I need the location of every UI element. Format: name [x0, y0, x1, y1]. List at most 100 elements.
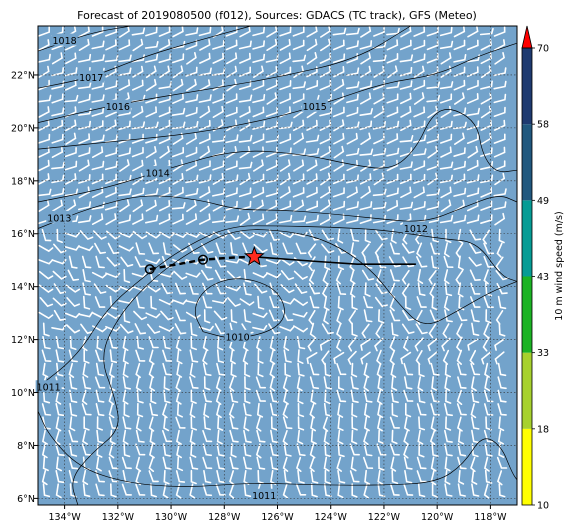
wind-barb — [95, 456, 102, 472]
longitude-ticks: 134°W 132°W 130°W 128°W 126°W 124°W 122°W 120°W… — [48, 505, 507, 523]
wind-barb — [426, 39, 439, 51]
wind-barb — [190, 335, 197, 351]
wind-barb — [123, 443, 131, 458]
wind-barb — [68, 470, 78, 483]
wind-barb — [466, 174, 480, 184]
wind-barb — [332, 39, 345, 51]
wind-barb — [347, 350, 357, 365]
wind-barb — [161, 283, 173, 295]
wind-barb — [391, 322, 399, 337]
wind-barb — [118, 120, 131, 131]
wind-barb — [77, 81, 92, 90]
wind-barb — [442, 323, 450, 339]
wind-barb — [480, 351, 492, 365]
lon-tick-label: 124°W — [315, 512, 348, 523]
wind-barb — [480, 214, 493, 224]
wind-barb — [400, 351, 412, 365]
wind-barb — [471, 483, 480, 497]
wind-barb — [337, 295, 344, 311]
wind-barb — [266, 92, 278, 105]
wind-barb — [457, 483, 466, 497]
wind-barb — [497, 376, 507, 390]
wind-barb — [297, 429, 304, 445]
wind-barb — [243, 268, 252, 283]
wind-barb — [483, 483, 490, 499]
wind-barb — [64, 94, 79, 103]
wind-barb — [484, 403, 494, 416]
wind-barb — [471, 469, 478, 485]
wind-barb — [243, 403, 252, 417]
wind-barb — [145, 133, 158, 144]
wind-barb — [81, 389, 88, 405]
wind-barb — [216, 470, 226, 484]
wind-barb — [466, 66, 479, 78]
wind-barb — [225, 160, 238, 171]
wind-barb — [38, 39, 50, 51]
wind-barb — [306, 186, 318, 198]
wind-barb — [297, 349, 304, 364]
wind-barb — [38, 311, 54, 320]
wind-barb — [307, 243, 317, 258]
wind-barb — [279, 52, 291, 65]
wind-barb — [363, 309, 373, 323]
wind-barb — [484, 469, 493, 484]
wind-barb — [430, 362, 440, 376]
wind-barb — [68, 456, 79, 470]
wind-barb — [226, 65, 238, 78]
wind-barb — [496, 242, 503, 258]
wind-barb — [469, 349, 477, 365]
wind-barb — [361, 243, 370, 258]
wind-barb — [91, 26, 104, 37]
wind-barb — [135, 376, 142, 392]
wind-barb — [428, 270, 437, 285]
wind-barb — [320, 199, 331, 213]
wind-barb — [104, 54, 119, 63]
wind-barb — [374, 337, 384, 352]
wind-barb — [493, 133, 506, 144]
wind-barb — [319, 52, 332, 64]
wind-barb — [158, 213, 171, 225]
wind-barb — [351, 416, 358, 431]
wind-barb — [174, 323, 187, 335]
wind-barb — [413, 160, 426, 171]
wind-barb — [229, 456, 239, 470]
wind-barb — [158, 298, 174, 306]
wind-barb — [38, 119, 50, 132]
wind-barb — [373, 172, 385, 186]
wind-barb — [110, 483, 117, 498]
wind-barb — [229, 416, 239, 430]
wind-barb — [466, 39, 479, 51]
wind-barb — [212, 40, 225, 50]
wind-barb — [337, 483, 344, 499]
wind-barb — [176, 429, 182, 445]
isobar-label: 1010 — [225, 332, 249, 343]
wind-barb — [309, 376, 320, 390]
wind-barb — [185, 27, 199, 36]
wind-barb — [495, 310, 504, 325]
wind-barb — [171, 202, 186, 210]
wind-barb — [360, 132, 372, 145]
wind-barb — [360, 25, 372, 38]
wind-barb — [413, 65, 425, 78]
wind-barb — [66, 297, 80, 308]
wind-barb — [377, 416, 383, 432]
wind-barb — [95, 362, 105, 377]
wind-barb — [292, 148, 307, 156]
wind-barb — [279, 186, 291, 199]
wind-barb — [228, 483, 235, 499]
wind-barb — [92, 325, 107, 333]
wind-barb — [160, 310, 174, 321]
wind-barb — [445, 228, 452, 244]
wind-barb — [145, 106, 158, 118]
wind-barb — [453, 121, 467, 130]
wind-barb — [467, 159, 479, 172]
wind-barb — [172, 173, 184, 185]
wind-barb — [309, 322, 316, 338]
wind-barb — [426, 188, 441, 197]
wind-barb — [321, 350, 330, 365]
wind-barb — [65, 199, 77, 213]
lon-tick-label: 134°W — [48, 512, 81, 523]
wind-barb — [42, 362, 49, 378]
wind-barb — [350, 456, 357, 472]
wind-barb — [228, 376, 235, 392]
